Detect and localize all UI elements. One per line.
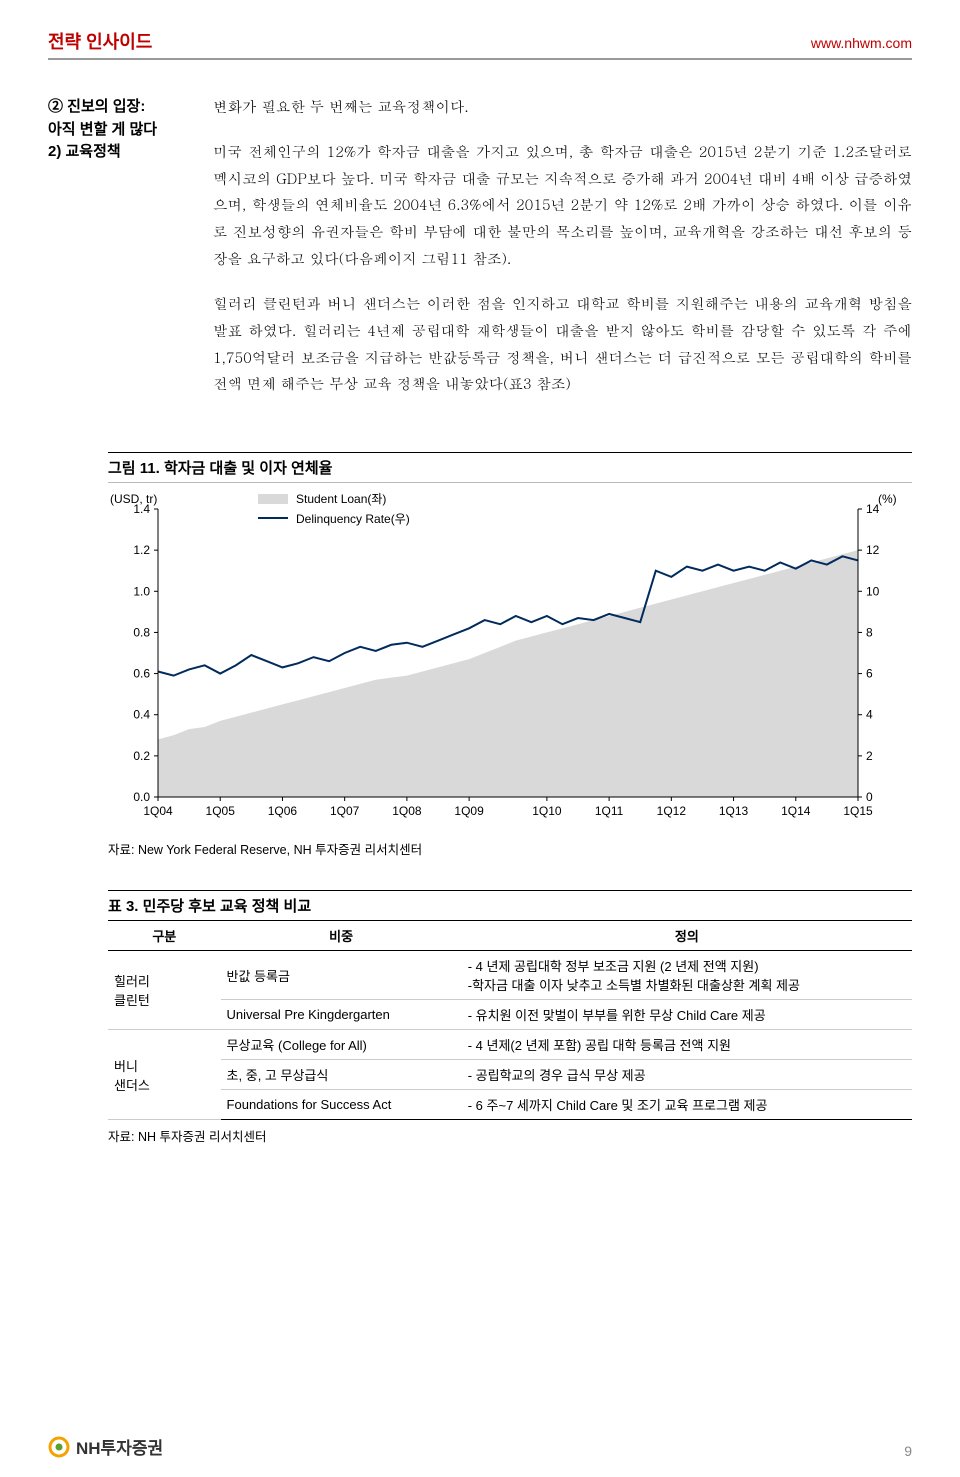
table-cell: 초, 중, 고 무상급식 <box>221 1060 462 1090</box>
svg-text:6: 6 <box>866 667 873 681</box>
svg-text:0.6: 0.6 <box>133 667 150 681</box>
page-header: 전략 인사이드 www.nhwm.com <box>48 28 912 60</box>
chart-area: (USD, tr)(%)1.4141.2121.0100.880.660.440… <box>108 491 912 831</box>
body-para: 힐러리 클린턴과 버니 샌더스는 이러한 점을 인지하고 대학교 학비를 지원해… <box>213 291 912 398</box>
table-cell: - 4 년제(2 년제 포함) 공립 대학 등록금 전액 지원 <box>462 1030 912 1060</box>
chart-svg: (USD, tr)(%)1.4141.2121.0100.880.660.440… <box>108 491 908 831</box>
svg-text:Delinquency Rate(우): Delinquency Rate(우) <box>296 512 410 526</box>
table-row: 버니 샌더스무상교육 (College for All)- 4 년제(2 년제 … <box>108 1030 912 1060</box>
body-para: 변화가 필요한 두 번째는 교육정책이다. <box>213 94 912 121</box>
table-cell: - 유치원 이전 맞벌이 부부를 위한 무상 Child Care 제공 <box>462 1000 912 1030</box>
svg-text:1.4: 1.4 <box>133 502 150 516</box>
table-cell: Foundations for Success Act <box>221 1090 462 1120</box>
table-header-cell: 정의 <box>462 921 912 951</box>
table-source: 자료: NH 투자증권 리서치센터 <box>108 1126 912 1145</box>
svg-text:(%): (%) <box>878 492 897 506</box>
svg-text:1Q06: 1Q06 <box>268 804 298 818</box>
table-header-cell: 비중 <box>221 921 462 951</box>
svg-text:14: 14 <box>866 502 880 516</box>
table-cell: - 공립학교의 경우 급식 무상 제공 <box>462 1060 912 1090</box>
svg-text:0.8: 0.8 <box>133 626 150 640</box>
svg-text:8: 8 <box>866 626 873 640</box>
body-para: 미국 전체인구의 12%가 학자금 대출을 가지고 있으며, 총 학자금 대출은… <box>213 139 912 273</box>
sidebar-heading: ② 진보의 입장: 아직 변할 게 많다 2) 교육정책 <box>48 96 203 164</box>
svg-text:1Q14: 1Q14 <box>781 804 811 818</box>
chart-source: 자료: New York Federal Reserve, NH 투자증권 리서… <box>108 839 912 858</box>
sidebar-line: 2) 교육정책 <box>48 141 203 164</box>
svg-text:2: 2 <box>866 749 873 763</box>
svg-text:1.0: 1.0 <box>133 584 150 598</box>
svg-text:0.2: 0.2 <box>133 749 150 763</box>
footer-logo: NH투자증권 <box>48 1434 163 1459</box>
svg-text:1Q09: 1Q09 <box>454 804 484 818</box>
table-cell: 반값 등록금 <box>221 951 462 1000</box>
sidebar-line: 아직 변할 게 많다 <box>48 119 203 142</box>
table-category-cell: 버니 샌더스 <box>108 1030 221 1120</box>
svg-text:1Q07: 1Q07 <box>330 804 360 818</box>
svg-text:1.2: 1.2 <box>133 543 150 557</box>
svg-text:1Q05: 1Q05 <box>206 804 236 818</box>
header-title: 전략 인사이드 <box>48 28 152 54</box>
sidebar-line: ② 진보의 입장: <box>48 96 203 119</box>
svg-text:1Q13: 1Q13 <box>719 804 749 818</box>
table-cell: Universal Pre Kingdergarten <box>221 1000 462 1030</box>
svg-text:1Q08: 1Q08 <box>392 804 422 818</box>
table-header-cell: 구분 <box>108 921 221 951</box>
svg-text:1Q15: 1Q15 <box>843 804 873 818</box>
table-cell: 무상교육 (College for All) <box>221 1030 462 1060</box>
footer-brand: NH투자증권 <box>76 1434 163 1459</box>
table-cell: - 6 주~7 세까지 Child Care 및 조기 교육 프로그램 제공 <box>462 1090 912 1120</box>
svg-text:0.0: 0.0 <box>133 790 150 804</box>
svg-text:1Q11: 1Q11 <box>595 804 624 818</box>
svg-text:0.4: 0.4 <box>133 708 150 722</box>
table-title: 표 3. 민주당 후보 교육 정책 비교 <box>108 890 912 920</box>
table-row: 초, 중, 고 무상급식- 공립학교의 경우 급식 무상 제공 <box>108 1060 912 1090</box>
svg-text:12: 12 <box>866 543 880 557</box>
svg-text:1Q10: 1Q10 <box>532 804 562 818</box>
svg-text:1Q04: 1Q04 <box>143 804 173 818</box>
table-row: Foundations for Success Act- 6 주~7 세까지 C… <box>108 1090 912 1120</box>
svg-text:Student Loan(좌): Student Loan(좌) <box>296 492 386 506</box>
header-url: www.nhwm.com <box>811 35 912 51</box>
policy-table: 구분비중정의힐러리 클린턴반값 등록금- 4 년제 공립대학 정부 보조금 지원… <box>108 920 912 1120</box>
chart-title: 그림 11. 학자금 대출 및 이자 연체율 <box>108 452 912 483</box>
svg-text:4: 4 <box>866 708 873 722</box>
table-row: 힐러리 클린턴반값 등록금- 4 년제 공립대학 정부 보조금 지원 (2 년제… <box>108 951 912 1000</box>
table-cell: - 4 년제 공립대학 정부 보조금 지원 (2 년제 전액 지원) -학자금 … <box>462 951 912 1000</box>
svg-text:10: 10 <box>866 584 880 598</box>
table-row: Universal Pre Kingdergarten- 유치원 이전 맞벌이 … <box>108 1000 912 1030</box>
table-category-cell: 힐러리 클린턴 <box>108 951 221 1030</box>
logo-icon <box>48 1436 70 1458</box>
page-number: 9 <box>904 1443 912 1459</box>
svg-text:1Q12: 1Q12 <box>657 804 687 818</box>
svg-text:0: 0 <box>866 790 873 804</box>
